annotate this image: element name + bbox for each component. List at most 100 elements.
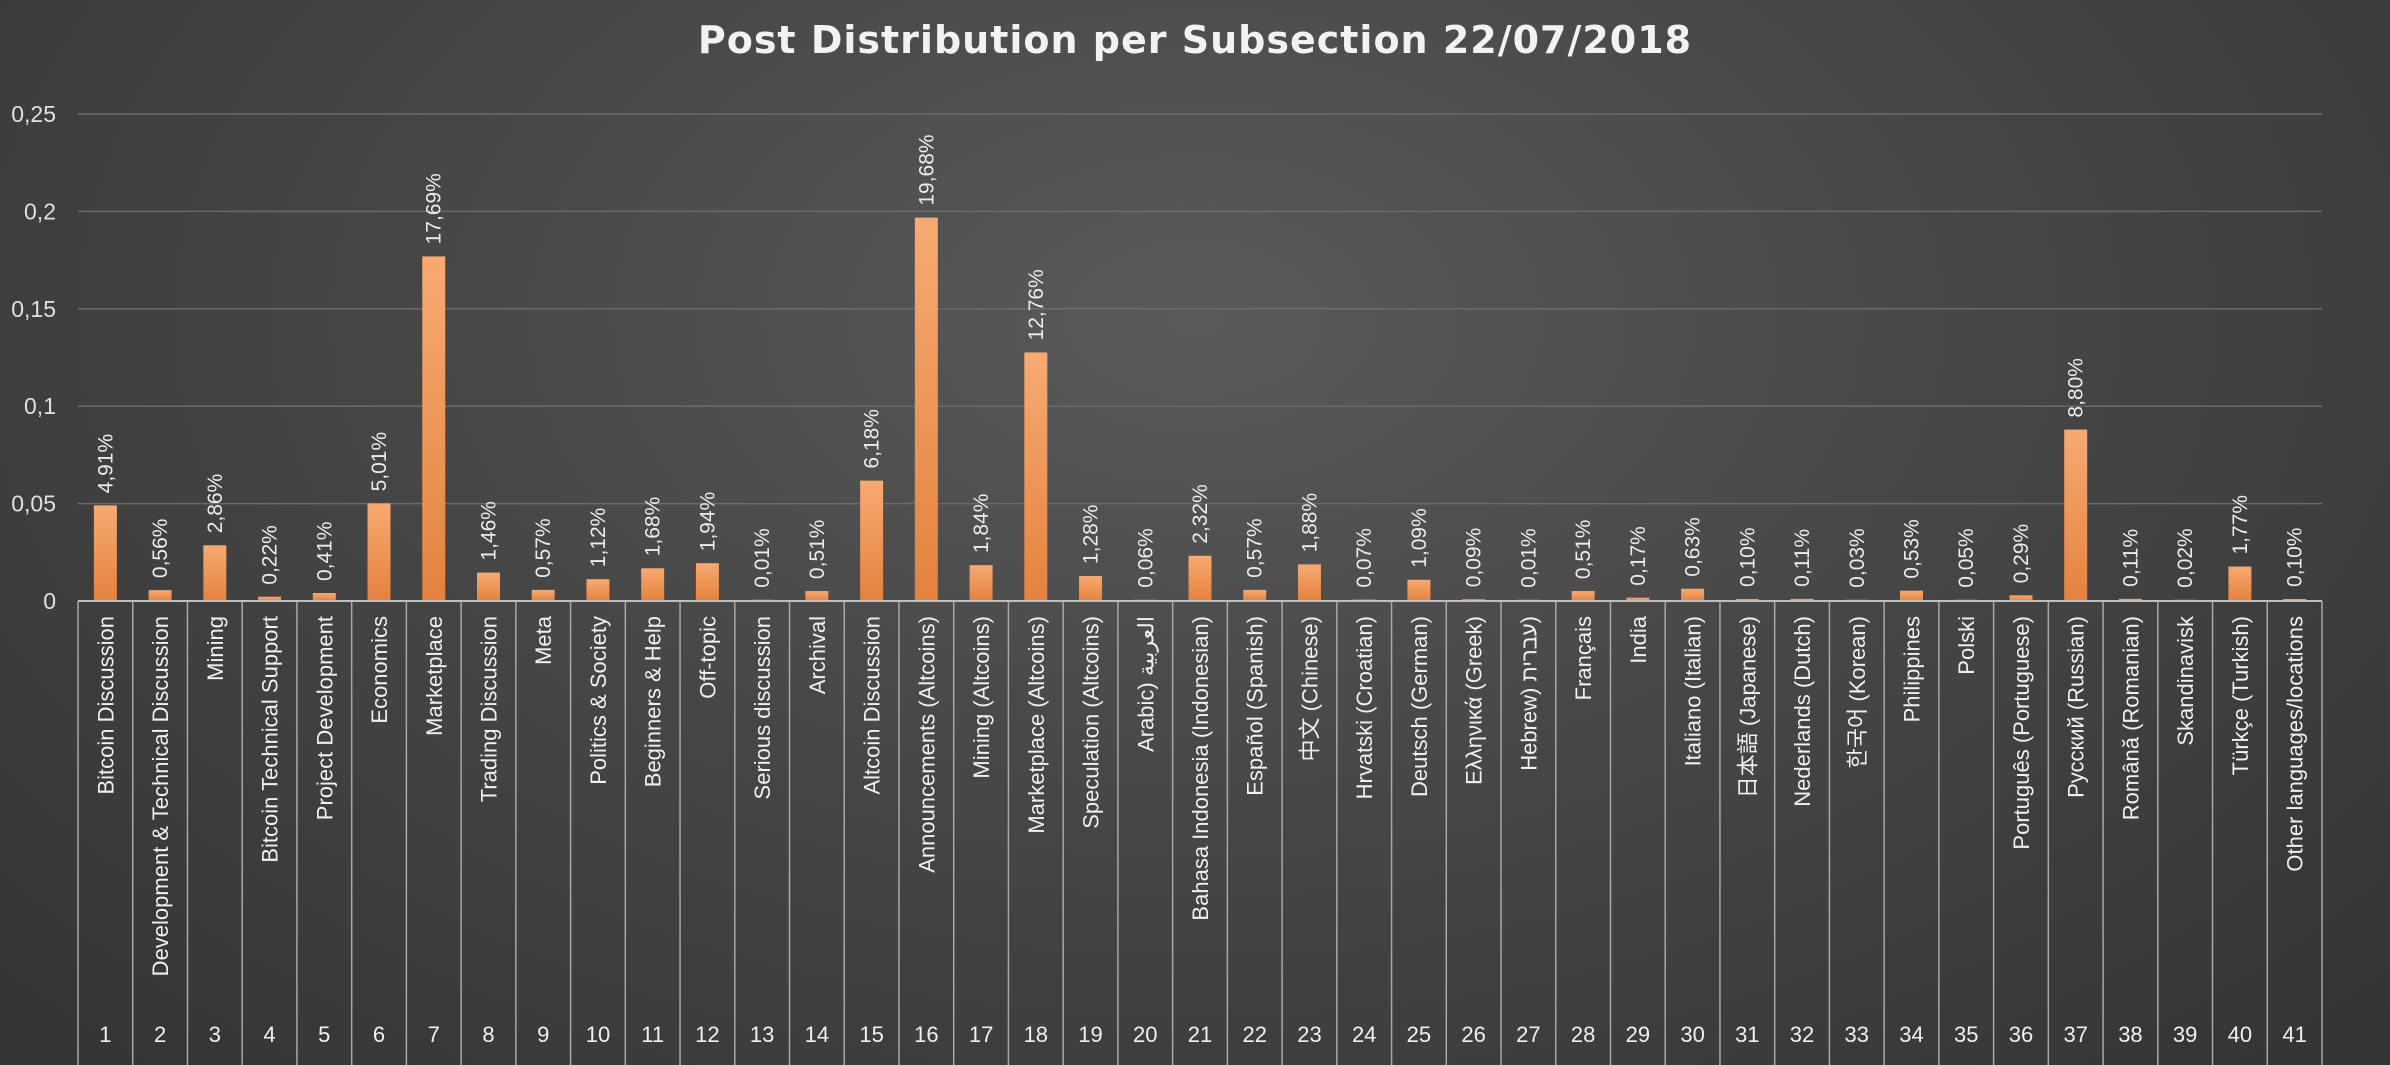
data-label: 1,94% [696,492,719,552]
category-label: Altcoin Discussion [860,616,885,795]
data-label: 5,01% [368,432,391,492]
category-label: 한국어 (Korean) [1845,616,1870,768]
category-index: 17 [969,1022,993,1047]
bar [969,565,993,601]
data-label: 0,29% [2010,524,2033,584]
data-label: 1,28% [1080,505,1103,565]
category-label: Politics & Society [586,616,611,785]
category-index: 30 [1680,1022,1704,1047]
data-label: 0,51% [806,520,829,580]
bar [1407,579,1431,601]
data-label: 1,88% [1298,493,1321,553]
category-label: Polski [1954,616,1979,675]
category-label: Hrvatski (Croatian) [1352,616,1377,799]
bar [2009,595,2033,601]
data-label: 0,01% [751,528,774,588]
bar [914,217,938,601]
data-label: 0,17% [1627,526,1650,586]
category-label: Other languages/locations [2283,616,2308,872]
category-index: 3 [209,1022,221,1047]
data-label: 1,09% [1408,508,1431,568]
bar [860,480,884,601]
data-label: 0,41% [313,521,336,581]
category-index: 22 [1242,1022,1266,1047]
data-label: 1,84% [970,494,993,554]
category-index: 33 [1845,1022,1869,1047]
bar [148,590,172,601]
category-label: Bitcoin Technical Support [258,616,283,863]
category-index: 31 [1735,1022,1759,1047]
category-indices: 1 2 3 4 5 6 7 8 9 10 11 12 13 14 15 16 17 18 19 20 21 22 23 24 2… [99,1022,2307,1047]
category-label: Nederlands (Dutch) [1790,616,1815,807]
data-label: 0,57% [532,518,555,578]
data-label: 0,11% [1791,529,1814,587]
category-index: 5 [318,1022,330,1047]
category-label: Development & Technical Discussion [148,616,173,976]
bar [2228,566,2252,601]
y-tick-label: 0,15 [11,296,56,322]
data-label: 0,01% [1517,528,1540,588]
category-index: 8 [482,1022,494,1047]
category-index: 7 [428,1022,440,1047]
category-label: Project Development [312,616,337,820]
category-index: 41 [2282,1022,2306,1047]
category-index: 18 [1024,1022,1048,1047]
category-index: 32 [1790,1022,1814,1047]
data-label: 1,68% [642,497,665,557]
y-axis-ticks: 0 0,05 0,1 0,15 0,2 0,25 [11,101,56,614]
category-label: Português (Portuguese) [2009,616,2034,850]
bar [1079,576,1103,601]
category-index: 28 [1571,1022,1595,1047]
data-label: 0,22% [259,525,282,585]
category-index: 36 [2009,1022,2033,1047]
category-index: 29 [1626,1022,1650,1047]
category-table [77,601,2323,1065]
data-label: 0,06% [1134,528,1157,588]
y-tick-label: 0,25 [11,101,56,127]
category-label: 中文 (Chinese) [1297,616,1322,761]
category-label: Hebrew) עברית) [1516,616,1541,771]
category-index: 16 [914,1022,938,1047]
data-label: 0,09% [1463,528,1486,588]
data-label: 0,11% [2119,529,2142,587]
category-index: 14 [805,1022,829,1047]
data-label: 4,91% [94,434,117,494]
data-labels: 4,91% 0,56% 2,86% 0,22% 0,41% 5,01% 17,69% 1,46… [94,134,2306,587]
bar [1571,591,1595,601]
bar [1626,597,1650,601]
data-label: 6,18% [861,409,884,469]
category-index: 12 [695,1022,719,1047]
data-label: 0,05% [1955,528,1978,588]
bar [586,579,610,601]
bar [1024,352,1048,601]
category-index: 27 [1516,1022,1540,1047]
data-label: 0,02% [2174,528,2197,588]
bar [1243,589,1267,601]
data-label: 0,57% [1244,518,1267,578]
data-label: 0,07% [1353,528,1376,588]
data-label: 17,69% [423,173,446,244]
bar [476,572,500,601]
category-index: 21 [1188,1022,1212,1047]
category-label: Archival [805,616,830,694]
y-tick-label: 0 [43,588,56,614]
category-index: 19 [1078,1022,1102,1047]
category-label: Mining (Altcoins) [969,616,994,779]
category-index: 37 [2063,1022,2087,1047]
category-index: 25 [1407,1022,1431,1047]
data-label: 1,46% [477,501,500,561]
category-label: Off-topic [695,616,720,699]
data-label: 0,51% [1572,520,1595,580]
category-index: 9 [537,1022,549,1047]
category-label: Deutsch (German) [1407,616,1432,797]
category-index: 13 [750,1022,774,1047]
category-label: Türkçe (Turkish) [2228,616,2253,775]
category-index: 1 [99,1022,111,1047]
category-index: 2 [154,1022,166,1047]
category-index: 4 [263,1022,275,1047]
category-label: Arabic) العربية [1133,616,1158,752]
category-label: Bitcoin Discussion [93,616,118,795]
bars [93,217,2307,601]
data-label: 2,86% [204,474,227,534]
